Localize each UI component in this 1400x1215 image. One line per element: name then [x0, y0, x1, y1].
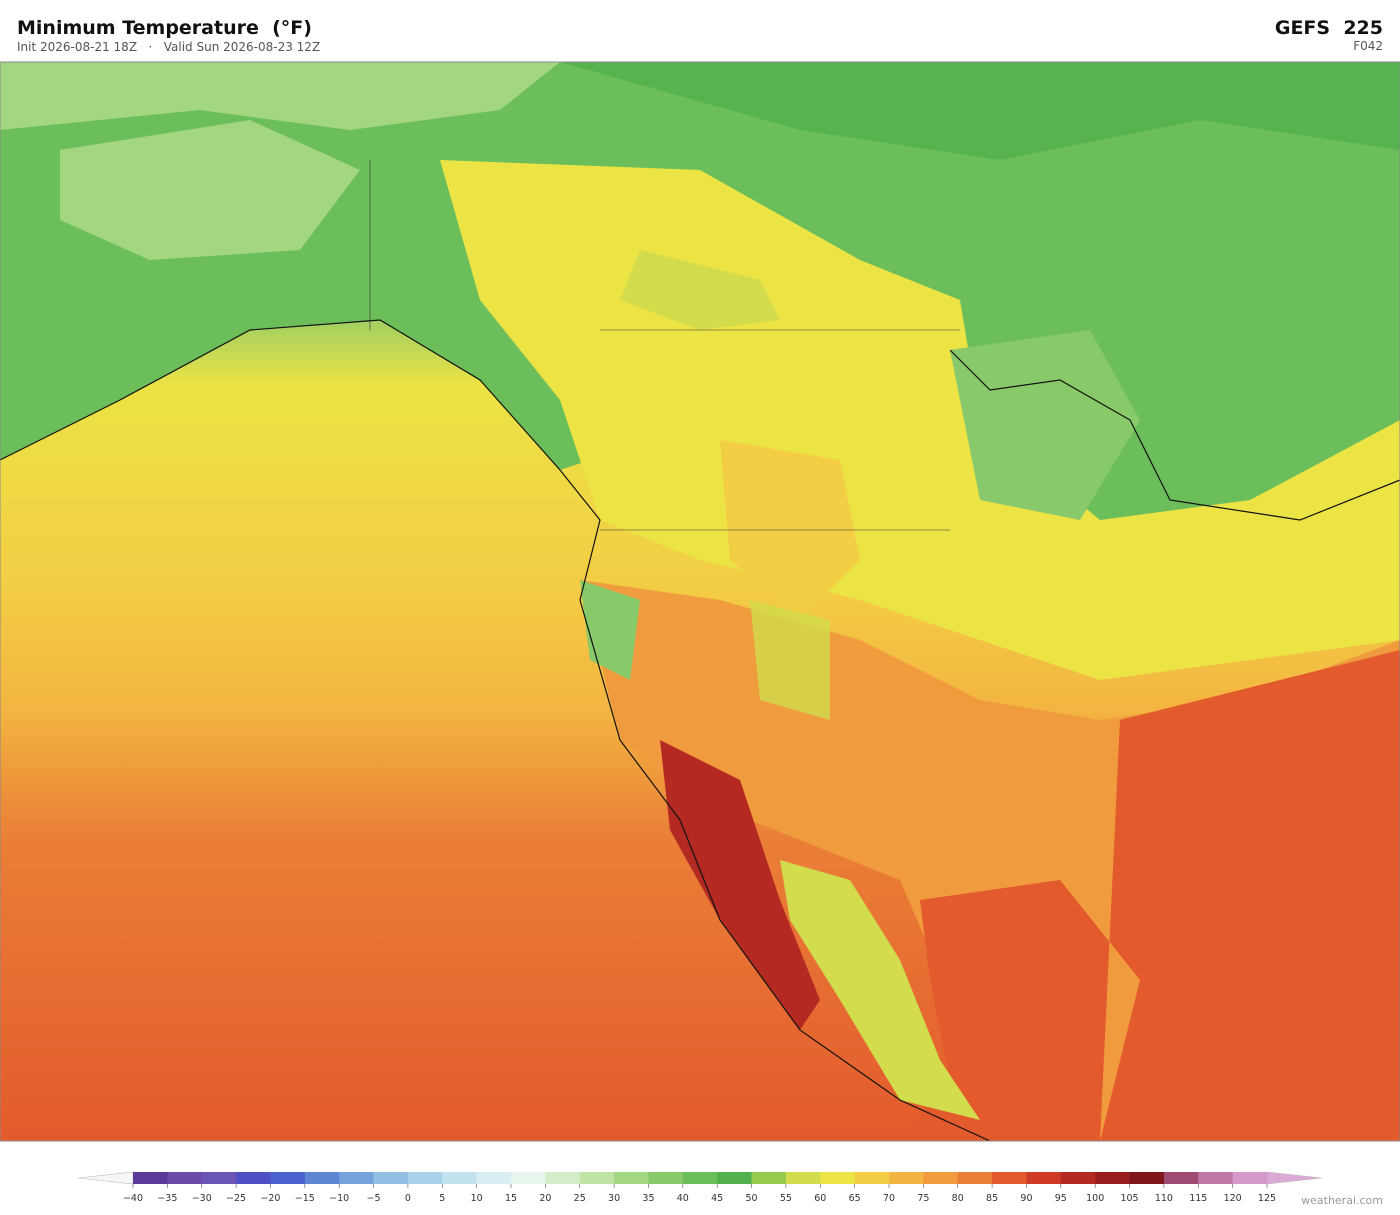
colorbar-label: 90: [1020, 1193, 1032, 1204]
colorbar-label: 60: [814, 1193, 826, 1204]
colorbar-segment: [167, 1172, 203, 1184]
colorbar-segment: [820, 1172, 855, 1184]
title: Minimum Temperature (°F): [17, 17, 312, 39]
colorbar-segment: [1060, 1172, 1096, 1184]
colorbar-segment: [304, 1172, 340, 1184]
colorbar-label: 115: [1189, 1193, 1207, 1204]
colorbar-label: 0: [405, 1193, 411, 1204]
colorbar-label: 120: [1224, 1193, 1242, 1204]
colorbar-label: 80: [952, 1193, 964, 1204]
colorbar-label: −40: [123, 1193, 143, 1204]
colorbar-label: −5: [367, 1193, 381, 1204]
colorbar-label: −10: [329, 1193, 349, 1204]
colorbar-label: 70: [883, 1193, 895, 1204]
colorbar-label: −25: [226, 1193, 246, 1204]
colorbar-segment: [614, 1172, 649, 1184]
colorbar-segment: [133, 1172, 168, 1184]
colorbar-segment: [785, 1172, 821, 1184]
colorbar-label: 30: [608, 1193, 620, 1204]
colorbar-label: 65: [849, 1193, 861, 1204]
colorbar-segment: [339, 1172, 374, 1184]
colorbar-label: −20: [260, 1193, 280, 1204]
colorbar-label: 20: [539, 1193, 551, 1204]
colorbar-segment: [442, 1172, 477, 1184]
colorbar-segment: [992, 1172, 1027, 1184]
forecast-hour: F042: [1353, 39, 1383, 53]
colorbar-label: 50: [745, 1193, 757, 1204]
colorbar-segment: [717, 1172, 752, 1184]
colorbar-label: −15: [295, 1193, 315, 1204]
colorbar-segment: [236, 1172, 271, 1184]
map: [0, 61, 1400, 1142]
colorbar-segment: [511, 1172, 546, 1184]
colorbar-label: 40: [677, 1193, 689, 1204]
colorbar-segment: [682, 1172, 718, 1184]
colorbar-segment: [957, 1172, 993, 1184]
colorbar-label: 100: [1086, 1193, 1104, 1204]
colorbar: −40 −35 −30 −25 −20 −15 −10 −5 0 5 10 15 20 25 30 35 40 4…: [123, 1172, 1276, 1204]
colorbar-segment: [476, 1172, 512, 1184]
colorbar-segment: [201, 1172, 237, 1184]
colorbar-label: −30: [192, 1193, 212, 1204]
model-label: GEFS 225: [1275, 17, 1383, 39]
colorbar-label: 5: [439, 1193, 445, 1204]
colorbar-segment: [545, 1172, 581, 1184]
colorbar-segment: [1026, 1172, 1062, 1184]
colorbar-segment: [923, 1172, 959, 1184]
colorbar-segment: [407, 1172, 443, 1184]
colorbar-segment: [1095, 1172, 1130, 1184]
colorbar-over: [1266, 1171, 1323, 1185]
colorbar-label: 95: [1055, 1193, 1067, 1204]
colorbar-segment: [270, 1172, 306, 1184]
colorbar-segment: [854, 1172, 890, 1184]
colorbar-label: 110: [1155, 1193, 1173, 1204]
colorbar-segment: [1163, 1172, 1199, 1184]
subtitle: Init 2026-08-21 18Z · Valid Sun 2026-08-…: [17, 40, 320, 54]
colorbar-label: 25: [574, 1193, 586, 1204]
colorbar-segment: [751, 1172, 787, 1184]
colorbar-segment: [373, 1172, 409, 1184]
colorbar-label: 35: [642, 1193, 654, 1204]
colorbar-label: −35: [157, 1193, 177, 1204]
colorbar-label: 55: [780, 1193, 792, 1204]
colorbar-label: 125: [1258, 1193, 1276, 1204]
colorbar-segment: [889, 1172, 924, 1184]
colorbar-segment: [648, 1172, 684, 1184]
colorbar-segment: [579, 1172, 615, 1184]
colorbar-label: 15: [505, 1193, 517, 1204]
colorbar-under: [77, 1171, 134, 1185]
colorbar-segment: [1129, 1172, 1165, 1184]
colorbar-segment: [1232, 1172, 1268, 1184]
colorbar-label: 45: [711, 1193, 723, 1204]
watermark: weatherai.com: [1301, 1194, 1383, 1207]
colorbar-label: 75: [917, 1193, 929, 1204]
colorbar-label: 105: [1120, 1193, 1138, 1204]
colorbar-label: 85: [986, 1193, 998, 1204]
colorbar-segment: [1198, 1172, 1233, 1184]
colorbar-label: 10: [471, 1193, 483, 1204]
